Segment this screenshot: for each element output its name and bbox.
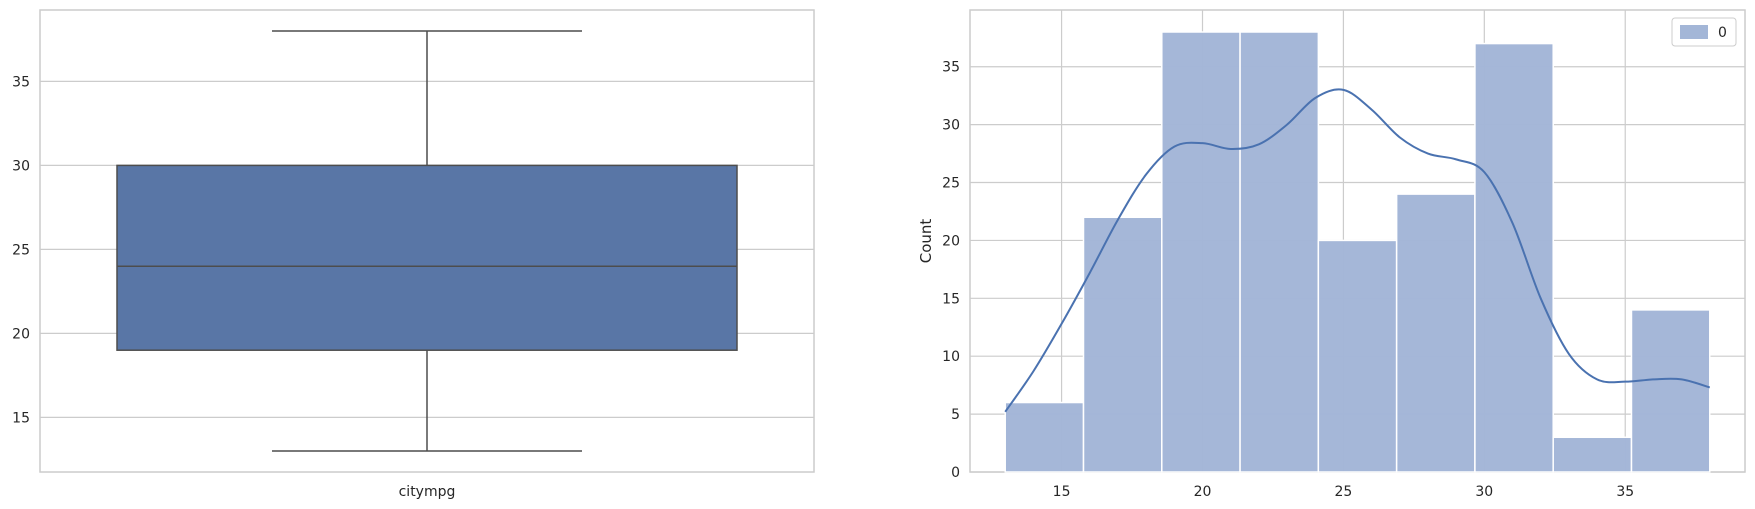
- histogram-bar: [1395, 193, 1476, 473]
- histogram-bar: [1630, 309, 1711, 473]
- y-tick-label: 0: [951, 465, 960, 481]
- y-tick-label: 10: [942, 349, 960, 365]
- x-tick-label: 15: [1053, 484, 1071, 500]
- boxplot-y-tick-labels: 15 20 25 30 35: [12, 74, 30, 426]
- y-tick-label: 25: [942, 176, 960, 192]
- histogram-kde-curve: [1004, 88, 1711, 413]
- histogram-panel: 15 20 25 30 35 0 5 10 15 20 25 30 35 Count 0: [917, 9, 1746, 500]
- x-tick-label: 25: [1334, 484, 1352, 500]
- y-tick-label: 20: [942, 233, 960, 249]
- x-tick-label: 35: [1616, 484, 1634, 500]
- y-tick-label: 15: [12, 410, 30, 426]
- boxplot-panel: 15 20 25 30 35 citympg: [12, 9, 815, 500]
- histogram-bar: [1474, 42, 1554, 473]
- legend-swatch: [1680, 25, 1708, 39]
- x-tick-label: 20: [1194, 484, 1212, 500]
- y-tick-label: 20: [12, 326, 30, 342]
- y-tick-label: 35: [12, 74, 30, 90]
- histogram-bar: [1552, 436, 1633, 473]
- histogram-bar: [1239, 31, 1320, 473]
- y-tick-label: 30: [12, 158, 30, 174]
- y-tick-label: 5: [951, 407, 960, 423]
- histogram-bar: [1004, 401, 1085, 473]
- x-tick-label: 30: [1475, 484, 1493, 500]
- y-tick-label: 35: [942, 60, 960, 76]
- histogram-bar: [1161, 31, 1241, 473]
- histogram-bar: [1082, 216, 1163, 473]
- boxplot-category-label: citympg: [399, 484, 456, 500]
- histogram-legend: 0: [1671, 17, 1737, 47]
- boxplot-box: [116, 164, 738, 351]
- y-tick-label: 15: [942, 291, 960, 307]
- y-tick-label: 30: [942, 118, 960, 134]
- legend-entry-label: 0: [1718, 25, 1727, 41]
- histogram-bar: [1317, 239, 1398, 473]
- histogram-y-tick-labels: 0 5 10 15 20 25 30 35: [942, 60, 960, 481]
- y-tick-label: 25: [12, 242, 30, 258]
- histogram-x-tick-labels: 15 20 25 30 35: [1053, 484, 1634, 500]
- histogram-y-axis-label: Count: [917, 219, 935, 264]
